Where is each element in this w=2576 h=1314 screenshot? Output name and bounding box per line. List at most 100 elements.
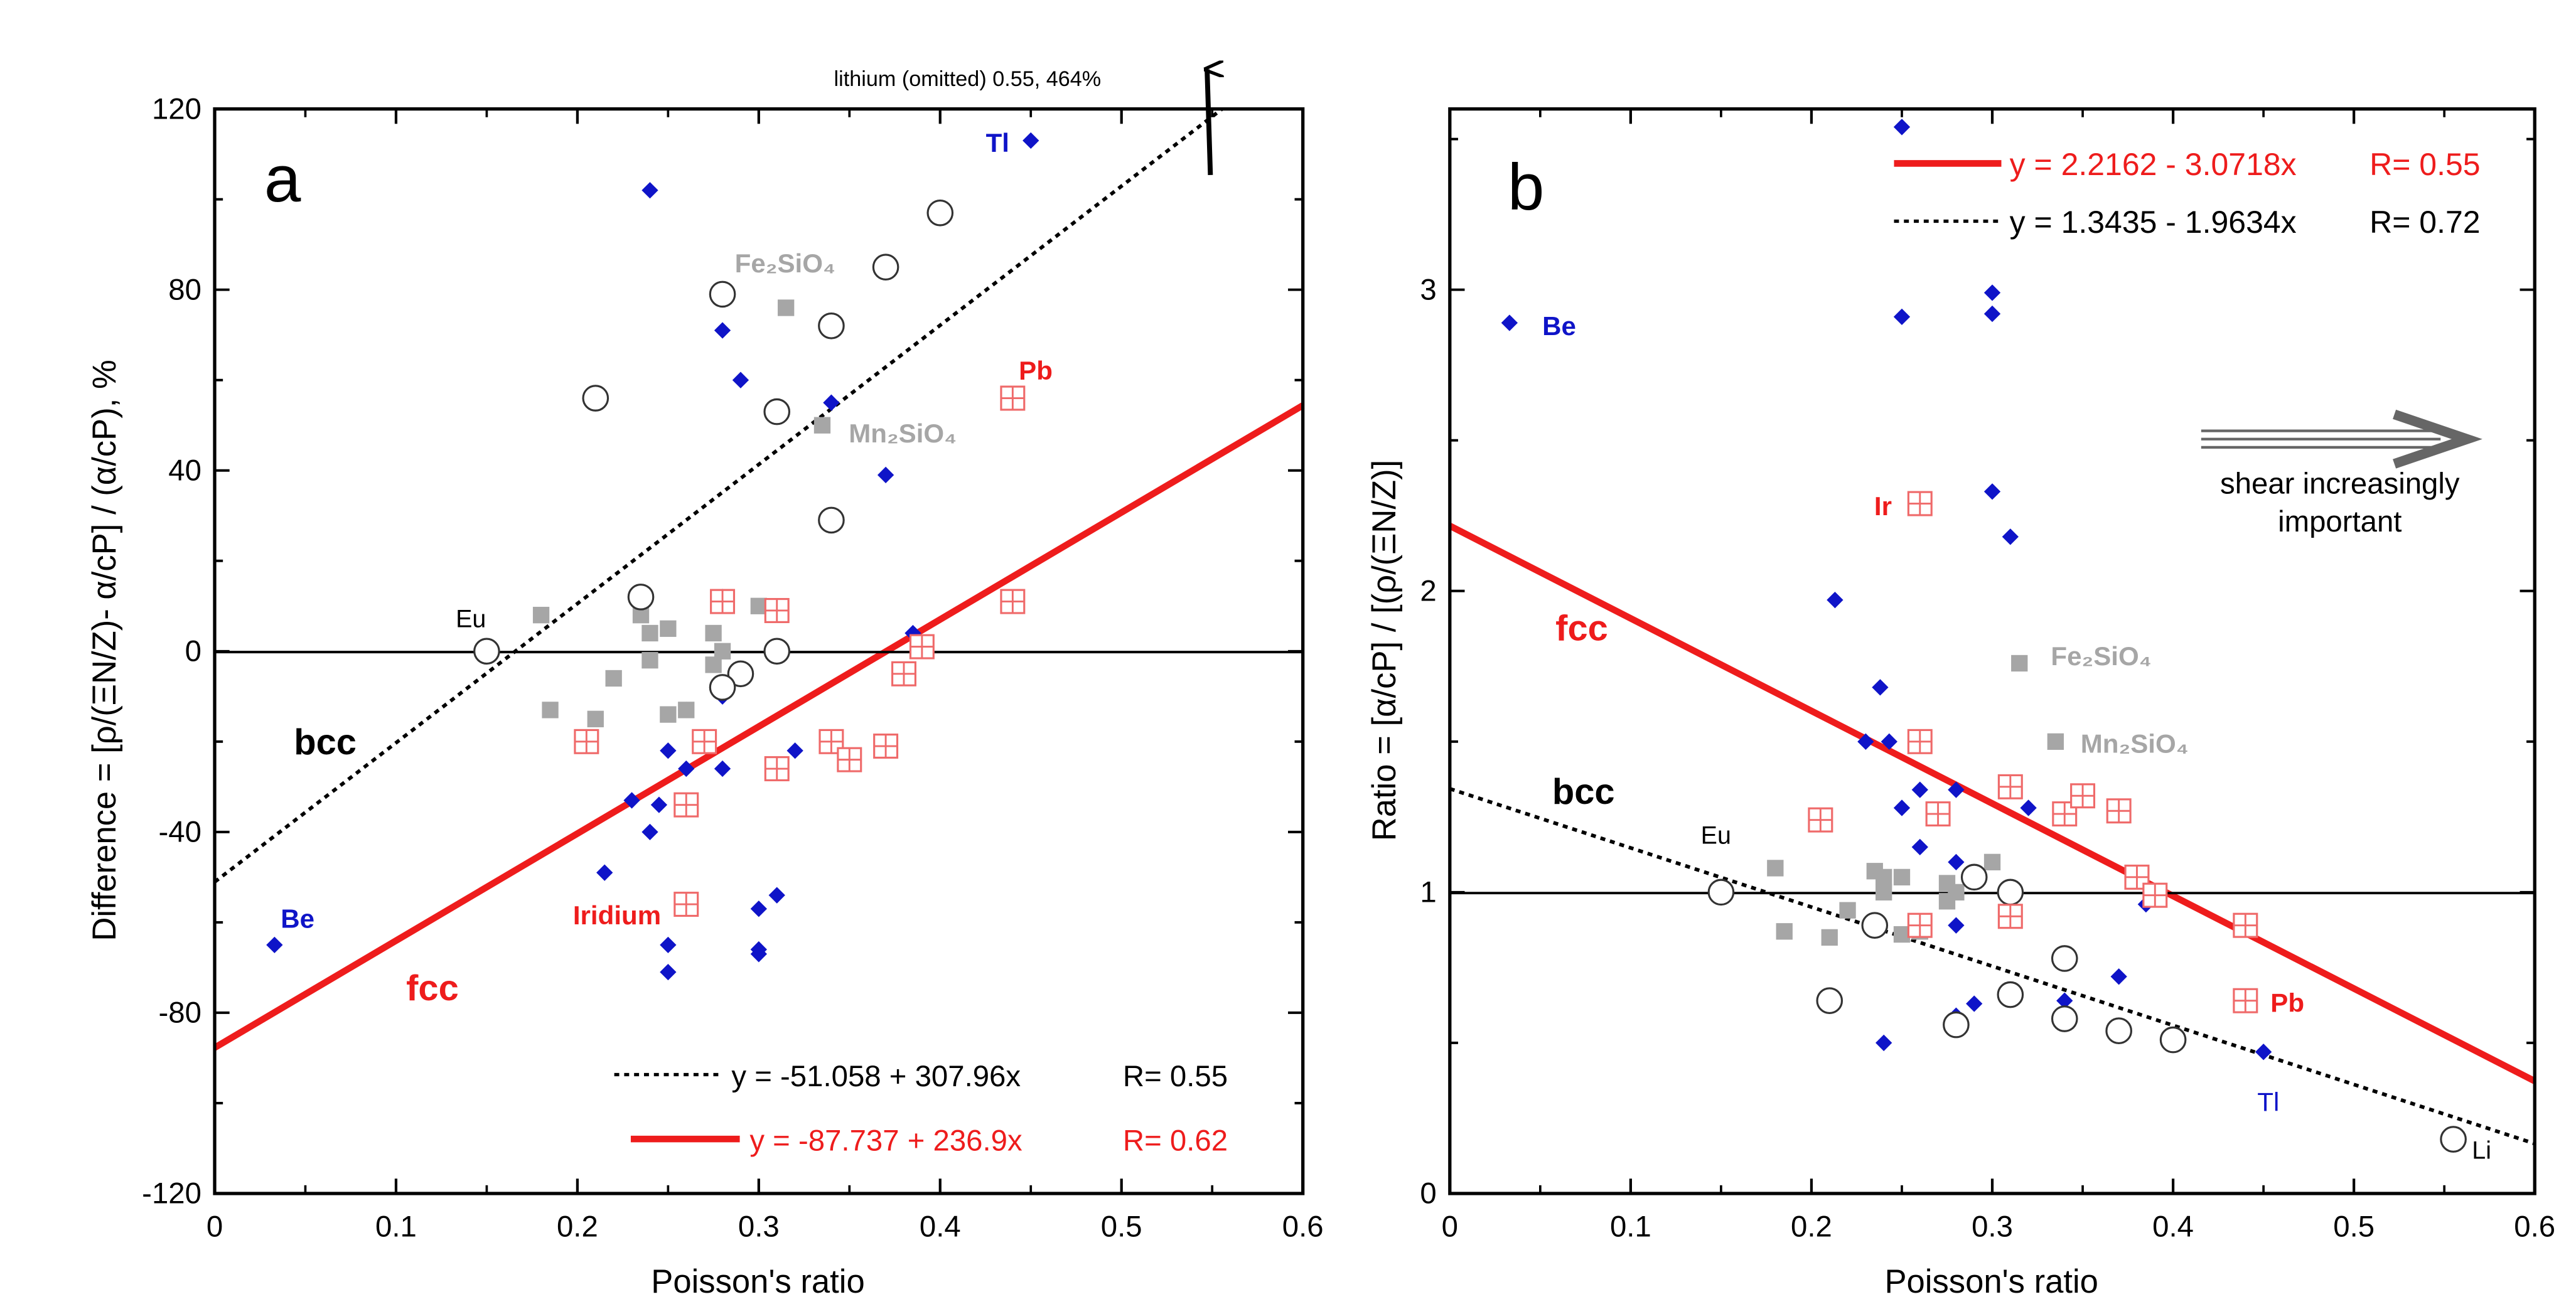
x-tick-label: 0.1	[375, 1210, 417, 1243]
blue-diamond-point	[1893, 308, 1911, 326]
open-circle-point	[627, 584, 655, 611]
open-circle-point	[2105, 1017, 2132, 1045]
open-circle-point	[1997, 879, 2024, 906]
red-boxed-cross-point	[674, 792, 699, 818]
panel-a-iridium-label: Iridium	[573, 900, 661, 930]
blue-diamond-point	[1022, 132, 1039, 149]
gray-square-point	[641, 624, 658, 642]
blue-diamond-point	[1911, 838, 1928, 856]
blue-diamond-point	[2020, 799, 2037, 816]
panel-a-fcc-label: fcc	[406, 968, 459, 1008]
panel-b-x-axis-label: Poisson's ratio	[1884, 1263, 2098, 1300]
blue-diamond-point	[1983, 483, 2001, 500]
red-boxed-cross-point	[909, 634, 935, 660]
gray-square-point	[750, 597, 767, 614]
x-tick-label: 0.1	[1610, 1210, 1651, 1243]
lithium-note: lithium (omitted) 0.55, 464%	[834, 67, 1102, 91]
red-boxed-cross-point	[574, 729, 599, 754]
panel-b-ir-label: Ir	[1874, 491, 1892, 521]
panel-a-y-axis-label: Difference = [ρ/(ΞN/Z)- α/cP] / (α/cP), …	[86, 360, 123, 941]
open-circle-point	[872, 254, 899, 280]
panel-a-data-points	[266, 132, 1039, 981]
open-circle-point	[1861, 912, 1889, 939]
open-circle-point	[709, 674, 736, 701]
panel-b-label: b	[1508, 151, 1545, 224]
y-tick-label: 2	[1420, 575, 1436, 608]
red-boxed-cross-point	[2233, 912, 2258, 938]
gray-square-point	[2047, 733, 2064, 750]
open-circle-point	[473, 638, 500, 665]
gray-square-point	[705, 656, 722, 673]
red-boxed-cross-point	[674, 892, 699, 917]
open-circle-point	[727, 660, 754, 688]
open-circle-point	[763, 638, 791, 665]
blue-diamond-point	[732, 371, 749, 388]
panel-b-legend-eq-2: y = 1.3435 - 1.9634x	[2010, 205, 2297, 240]
red-boxed-cross-point	[764, 756, 790, 782]
red-boxed-cross-point	[2233, 988, 2258, 1013]
x-tick-label: 0	[207, 1210, 223, 1243]
red-boxed-cross-point	[1808, 807, 1833, 833]
panel-b-fcc-label: fcc	[1555, 609, 1608, 649]
red-boxed-cross-point	[1997, 904, 2023, 929]
red-boxed-cross-point	[891, 661, 916, 686]
y-tick-label: 120	[152, 92, 201, 126]
red-boxed-cross-point	[837, 747, 862, 772]
blue-diamond-point	[596, 864, 613, 881]
gray-square-point	[1893, 868, 1911, 886]
gray-square-point	[1839, 902, 1856, 919]
blue-diamond-point	[266, 936, 283, 954]
blue-diamond-point	[1893, 799, 1911, 816]
x-tick-label: 0.3	[1972, 1210, 2013, 1243]
x-tick-label: 0.5	[2333, 1210, 2375, 1243]
blue-diamond-point	[1983, 284, 2001, 301]
panel-b-be-label: Be	[1542, 311, 1576, 341]
red-boxed-cross-point	[873, 734, 899, 759]
panel-b-pb-label: Pb	[2270, 988, 2304, 1018]
blue-diamond-point	[660, 742, 677, 759]
gray-square-point	[1821, 929, 1838, 946]
y-tick-label: -120	[142, 1177, 201, 1210]
blue-diamond-point	[1893, 119, 1911, 136]
blue-diamond-point	[678, 760, 695, 777]
blue-diamond-point	[1872, 679, 1889, 696]
blue-diamond-point	[714, 322, 731, 339]
gray-square-point	[1776, 923, 1793, 940]
open-circle-point	[2159, 1026, 2187, 1054]
x-tick-label: 0.2	[1791, 1210, 1832, 1243]
panel-a-fit-lines	[213, 107, 1305, 1051]
open-circle-point	[926, 199, 954, 227]
gray-square-point	[1876, 884, 1892, 901]
y-tick-label: -80	[159, 996, 201, 1030]
x-tick-label: 0.4	[2152, 1210, 2194, 1243]
panel-a-tick-labels: 0 0.1 0.2 0.3 0.4 0.5 0.6 -120 -80 -40 0 40 80 120	[142, 92, 1323, 1243]
panel-a-bcc-label: bcc	[294, 722, 357, 762]
blue-diamond-point	[786, 742, 803, 759]
blue-diamond-point	[1966, 995, 1983, 1012]
panel-a-eu-label: Eu	[456, 606, 486, 633]
panel-a-legend: y = -51.058 + 307.96x R= 0.55 y = -87.73…	[614, 1060, 1228, 1158]
panel-b-ticks	[1448, 109, 2536, 1195]
open-circle-point	[1943, 1011, 1970, 1039]
panel-b-tl-label: Tl	[2257, 1087, 2279, 1116]
panel-a-x-axis-label: Poisson's ratio	[651, 1263, 864, 1300]
red-boxed-cross-point	[1000, 385, 1026, 411]
blue-diamond-point	[1948, 917, 1965, 934]
blue-diamond-point	[2002, 528, 2019, 545]
panel-a-legend-r-1: R= 0.55	[1123, 1060, 1228, 1093]
blue-diamond-point	[1948, 781, 1965, 798]
open-circle-point	[1707, 879, 1735, 906]
y-tick-label: 80	[168, 273, 201, 306]
blue-diamond-point	[1881, 733, 1897, 750]
panel-b-y-axis-label: Ratio = [α/cP] / [(ρ/(ΞN/Z)]	[1366, 460, 1403, 841]
open-circle-point	[582, 385, 609, 412]
blue-diamond-point	[641, 823, 658, 841]
open-circle-point	[1960, 863, 1988, 891]
red-boxed-cross-point	[1907, 912, 1933, 938]
fit-line-fcc	[213, 402, 1305, 1051]
panel-b-legend-eq-1: y = 2.2162 - 3.0718x	[2010, 147, 2297, 182]
fit-line-bcc	[1449, 787, 2536, 1146]
blue-diamond-point	[768, 887, 785, 904]
blue-diamond-point	[641, 182, 658, 199]
